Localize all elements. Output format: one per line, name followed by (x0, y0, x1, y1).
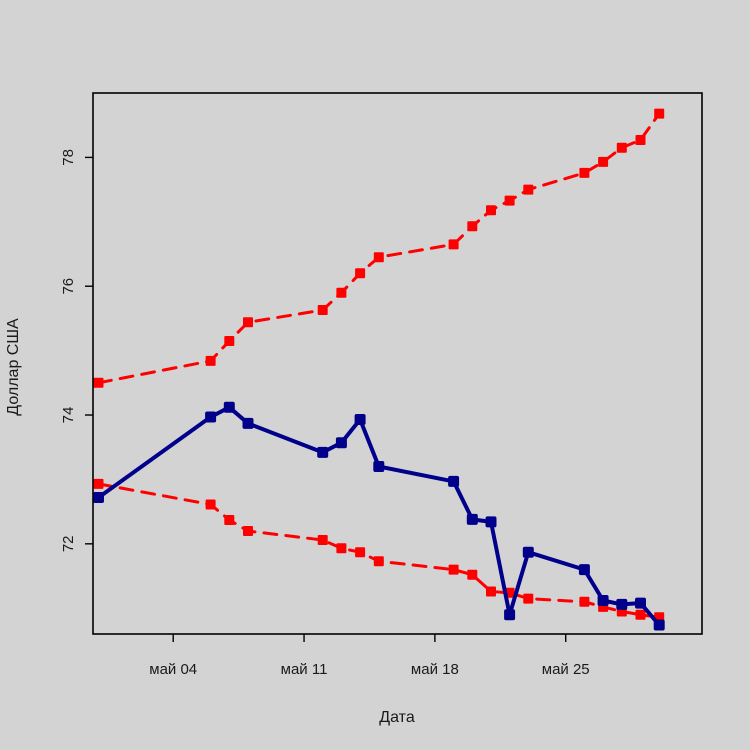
series-0-point-14 (597, 595, 609, 606)
series-2-point-5 (336, 543, 347, 554)
series-0-line (96, 405, 662, 627)
series-0-point-5 (335, 437, 347, 449)
series-2-point-0 (93, 478, 104, 489)
x-tick-label-0: май 04 (149, 661, 197, 678)
y-tick-label-0: 72 (60, 535, 77, 552)
series-1-point-6 (355, 268, 366, 279)
series-1-point-1 (205, 355, 216, 366)
series-2-point-9 (467, 569, 478, 580)
series-0-point-2 (223, 401, 235, 413)
series-2-point-10 (486, 586, 496, 597)
series-1-point-13 (579, 167, 590, 178)
plot-content (93, 108, 665, 631)
series-0-point-9 (466, 513, 478, 525)
series-2-point-7 (373, 556, 384, 567)
series-1-point-5 (336, 287, 347, 298)
series-0 (93, 401, 665, 631)
series-0-point-6 (354, 414, 366, 425)
y-tick-label-3: 78 (60, 149, 77, 166)
series-2 (93, 478, 665, 623)
series-0-point-16 (635, 597, 646, 609)
series-1-point-4 (317, 305, 328, 315)
series-0-point-7 (373, 461, 385, 472)
series-1-point-9 (467, 221, 478, 232)
series-1-point-15 (616, 142, 627, 153)
y-tick-label-1: 74 (60, 407, 77, 424)
series-1-point-3 (243, 317, 253, 328)
series-1-point-11 (504, 195, 515, 206)
series-1-point-0 (93, 377, 104, 388)
series-1-point-12 (523, 184, 534, 195)
series-0-point-1 (205, 411, 217, 423)
series-2-point-12 (523, 593, 534, 604)
series-0-point-3 (242, 417, 254, 429)
x-tick-label-2: май 18 (411, 661, 459, 678)
series-1-point-2 (224, 336, 235, 346)
series-1-point-14 (598, 156, 609, 167)
plot-frame (92, 92, 703, 635)
series-1 (93, 108, 665, 388)
x-axis-title: Дата (379, 709, 415, 726)
series-0-point-8 (448, 475, 460, 487)
series-2-point-4 (317, 535, 328, 545)
series-0-point-10 (485, 516, 497, 528)
series-0-point-17 (653, 619, 665, 631)
series-2-point-3 (243, 526, 253, 536)
series-0-point-12 (522, 546, 534, 558)
series-2-point-6 (355, 547, 366, 558)
x-tick-label-3: май 25 (542, 661, 590, 678)
series-0-point-11 (504, 609, 516, 621)
series-2-line (97, 482, 661, 619)
series-2-point-13 (579, 596, 590, 607)
series-1-line (97, 112, 661, 385)
series-0-point-0 (93, 492, 104, 503)
series-2-point-8 (448, 564, 459, 575)
y-axis-title: Доллар США (5, 318, 22, 416)
x-tick-label-1: май 11 (281, 661, 328, 678)
series-1-point-7 (373, 252, 384, 263)
series-1-point-8 (448, 239, 459, 250)
series-2-point-2 (224, 515, 235, 525)
x-axis: май 04 май 11 май 18 май 25 (149, 634, 590, 678)
y-axis: 72 74 76 78 (60, 149, 93, 552)
series-0-point-13 (578, 564, 590, 576)
series-0-point-15 (616, 598, 628, 610)
series-1-point-10 (486, 205, 496, 216)
y-tick-label-2: 76 (60, 278, 77, 295)
series-1-point-16 (635, 135, 646, 145)
series-0-point-4 (317, 446, 329, 458)
series-2-point-16 (635, 609, 646, 620)
series-2-point-1 (205, 499, 216, 510)
series-1-point-17 (654, 108, 665, 119)
